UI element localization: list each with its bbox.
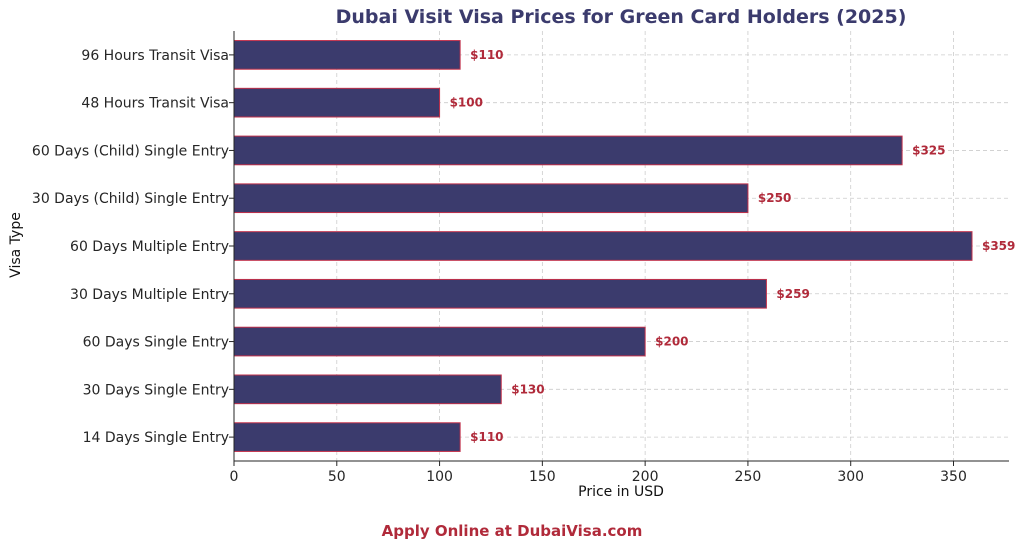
axes <box>229 31 1009 466</box>
bar-value-label: $359 <box>982 239 1015 253</box>
bar-value-label: $325 <box>912 143 945 157</box>
x-tick-labels: 0 50 100 150 200 250 300 350 <box>230 469 967 485</box>
y-tick-label: 60 Days (Child) Single Entry <box>32 143 229 159</box>
bar-value-label: $250 <box>758 191 791 205</box>
y-tick-labels: 96 Hours Transit Visa 48 Hours Transit Vi… <box>32 48 229 446</box>
x-tick-label: 150 <box>529 469 556 485</box>
bar-value-label: $130 <box>511 382 544 396</box>
bar-value-label: $100 <box>450 96 483 110</box>
footer-cta: Apply Online at DubaiVisa.com <box>381 522 643 540</box>
data-labels: $110 $100 $325 $250 $359 $259 $200 $130 $110 <box>450 48 1016 444</box>
y-tick-label: 14 Days Single Entry <box>83 430 229 446</box>
bar <box>233 278 767 309</box>
y-axis-label: Visa Type <box>8 212 24 278</box>
y-tick-label: 60 Days Multiple Entry <box>70 239 229 255</box>
bar <box>233 87 441 118</box>
y-tick-label: 96 Hours Transit Visa <box>81 48 229 64</box>
x-tick-label: 350 <box>940 469 967 485</box>
x-tick-label: 200 <box>632 469 659 485</box>
bar-value-label: $200 <box>655 335 688 349</box>
bar-value-label: $110 <box>470 48 503 62</box>
chart-title: Dubai Visit Visa Prices for Green Card H… <box>336 6 907 28</box>
bar <box>233 183 749 214</box>
bar-value-label: $259 <box>776 287 809 301</box>
bar <box>233 422 461 452</box>
x-tick-label: 0 <box>230 469 239 485</box>
x-tick-label: 250 <box>735 469 762 485</box>
bar <box>233 374 502 405</box>
x-tick-label: 300 <box>837 469 864 485</box>
y-tick-label: 30 Days (Child) Single Entry <box>32 191 229 207</box>
y-tick-label: 30 Days Single Entry <box>83 382 229 398</box>
x-axis-label: Price in USD <box>578 484 664 500</box>
x-tick-label: 50 <box>328 469 346 485</box>
bar <box>233 326 646 357</box>
y-tick-label: 30 Days Multiple Entry <box>70 287 229 303</box>
bar-value-label: $110 <box>470 430 503 444</box>
bar <box>233 231 973 261</box>
y-tick-label: 48 Hours Transit Visa <box>81 96 229 112</box>
x-tick-label: 100 <box>426 469 453 485</box>
y-tick-label: 60 Days Single Entry <box>83 335 229 351</box>
bar <box>233 135 903 166</box>
bar <box>233 40 461 70</box>
bars <box>233 40 973 452</box>
